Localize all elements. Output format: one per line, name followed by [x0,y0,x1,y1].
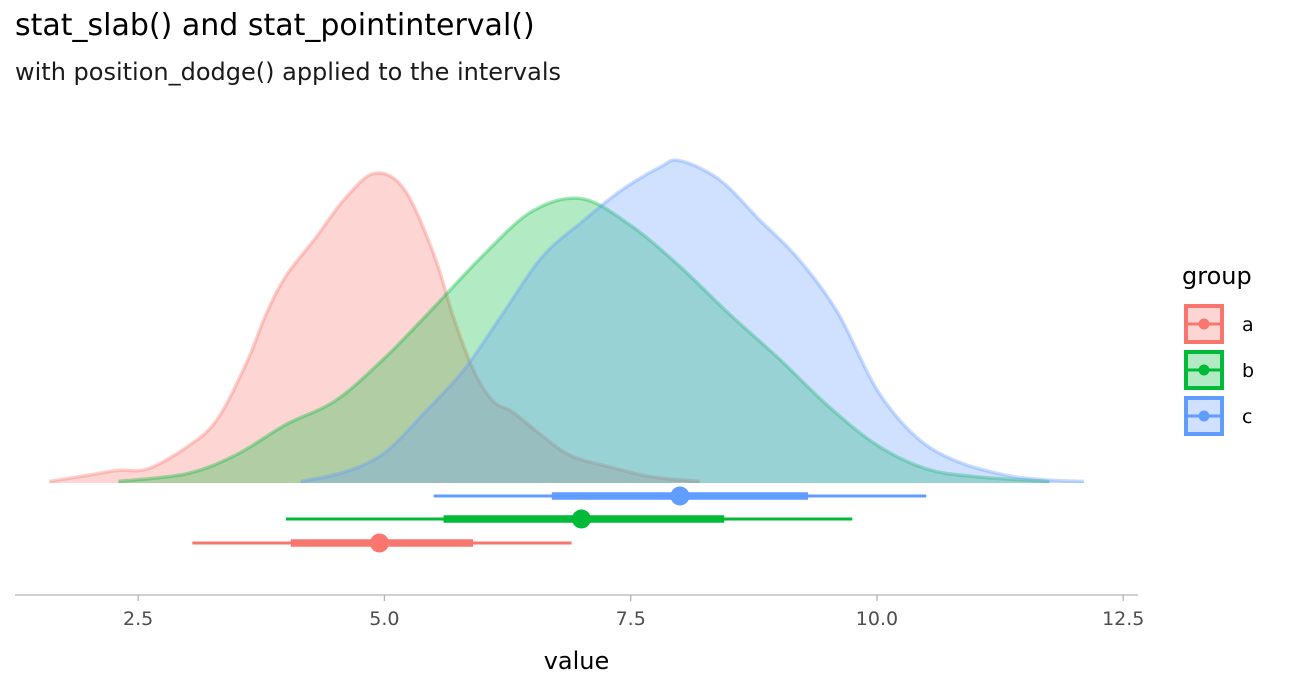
density-slabs [49,158,1084,484]
slab-outline-a [49,171,700,484]
slab-outline-b [118,196,1050,484]
legend-key-c: c [1184,396,1252,436]
legend-label: a [1242,314,1254,336]
x-axis-ticks: 2.5 5.0 7.5 10.0 12.5 [123,595,1144,630]
interval-point-a [369,533,389,553]
slab-a [49,172,700,483]
chart-title: stat_slab() and stat_pointinterval() [15,8,535,43]
x-tick-label: 10.0 [856,608,898,630]
point-intervals [192,486,927,553]
legend-point [1198,318,1210,330]
legend: group a b c [1182,262,1254,436]
slab-b [118,198,1050,483]
slab-c [300,160,1084,484]
legend-title: group [1182,262,1252,290]
legend-label: b [1242,360,1254,382]
x-tick-label: 2.5 [123,608,153,630]
x-tick-label: 5.0 [369,608,399,630]
legend-key-a: a [1184,304,1254,344]
interval-point-b [571,509,591,529]
chart-subtitle: with position_dodge() applied to the int… [15,58,561,86]
legend-key-b: b [1184,350,1254,390]
slab-outline-c [300,158,1084,484]
interval-point-c [670,486,690,506]
legend-point [1198,410,1210,422]
legend-label: c [1242,406,1252,428]
x-tick-label: 7.5 [616,608,646,630]
x-axis-title: value [544,647,610,675]
x-tick-label: 12.5 [1102,608,1144,630]
legend-point [1198,364,1210,376]
